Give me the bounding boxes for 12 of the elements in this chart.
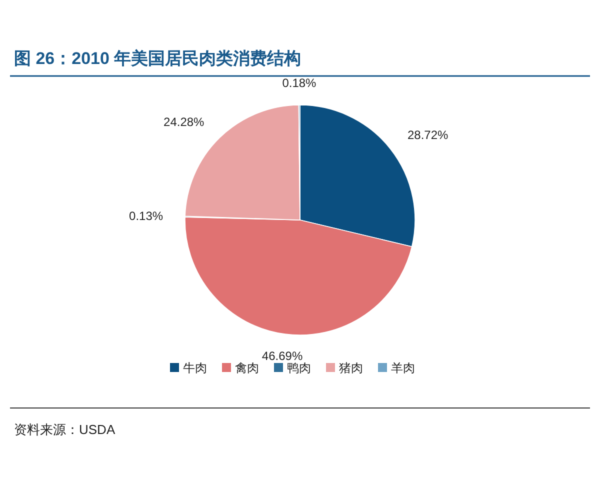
legend-label: 牛肉: [183, 361, 207, 375]
legend-label: 羊肉: [391, 361, 415, 375]
legend-label: 鸭肉: [287, 361, 311, 375]
data-label: 24.28%: [164, 115, 205, 130]
legend-label: 猪肉: [339, 361, 363, 375]
data-label: 0.13%: [129, 208, 164, 223]
data-label: 0.18%: [282, 76, 317, 90]
data-label: 28.72%: [408, 128, 449, 142]
chart-title: 图 26：2010 年美国居民肉类消费结构: [14, 49, 302, 68]
text: 资料来源：USDA: [14, 422, 116, 437]
legend-label: 禽肉: [235, 361, 259, 375]
data-label: 46.69%: [262, 348, 303, 363]
